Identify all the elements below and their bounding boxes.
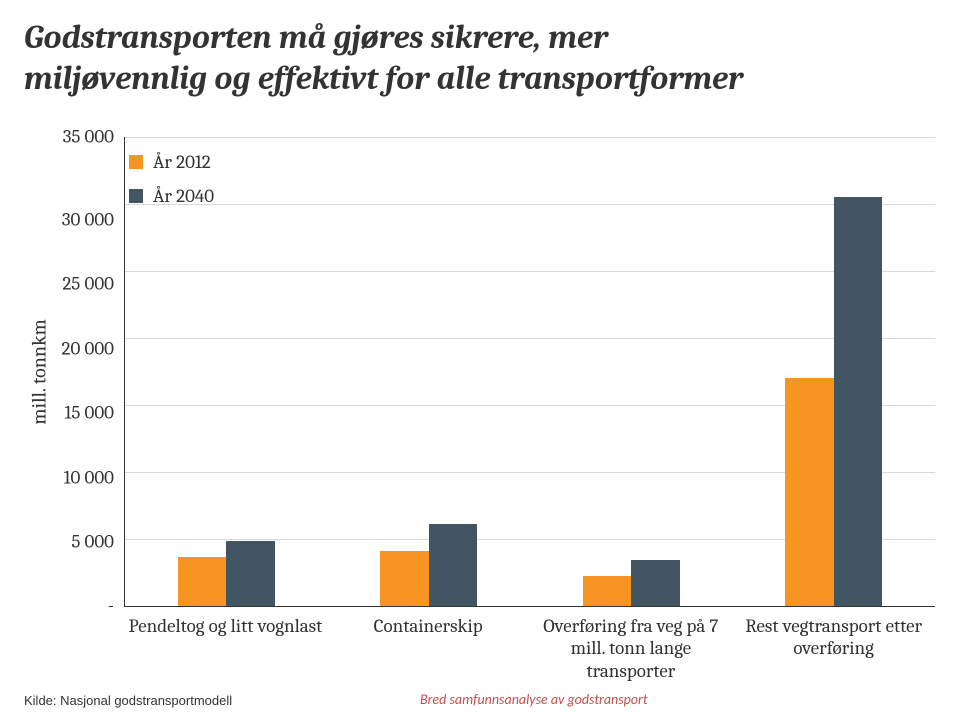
bar: [226, 541, 275, 605]
footer-subtitle: Bred samfunnsanalyse av godstransport: [420, 691, 648, 708]
x-axis-ticks: Pendeltog og litt vognlastContainerskipO…: [124, 615, 935, 683]
y-tick: 35 000: [63, 127, 114, 146]
title-line-1: Godstransporten må gjøres sikrere, mer: [24, 19, 608, 57]
y-tick: -: [108, 597, 114, 616]
x-tick: Overføring fra veg på 7 mill. tonn lange…: [530, 615, 733, 683]
bar: [429, 524, 478, 606]
y-tick: 20 000: [62, 339, 114, 358]
x-tick: Rest vegtransport etter overføring: [732, 615, 935, 683]
y-tick: 25 000: [62, 275, 114, 294]
y-axis-label-wrap: mill. tonnkm: [24, 137, 54, 607]
y-tick: 5 000: [71, 533, 114, 552]
chart: mill. tonnkm 35 00030 00025 00020 00015 …: [24, 137, 935, 607]
y-tick: 30 000: [62, 210, 114, 229]
y-axis-label: mill. tonnkm: [28, 319, 51, 424]
x-tick: Containerskip: [327, 615, 530, 683]
legend-label: År 2012: [153, 151, 211, 173]
footer-source: Kilde: Nasjonal godstransportmodell: [24, 693, 232, 708]
y-tick: 15 000: [64, 404, 114, 423]
legend-swatch: [129, 155, 143, 169]
bar: [583, 576, 632, 605]
bar: [631, 560, 680, 606]
y-tick: 10 000: [64, 468, 114, 487]
legend-swatch: [129, 189, 143, 203]
bar: [785, 378, 834, 606]
bar: [380, 551, 429, 606]
legend-item: År 2012: [129, 151, 214, 173]
legend-item: År 2040: [129, 185, 214, 207]
plot-area: År 2012 År 2040: [124, 137, 935, 607]
x-tick: Pendeltog og litt vognlast: [124, 615, 327, 683]
page-title: Godstransporten må gjøres sikrere, mer m…: [24, 18, 935, 101]
legend: År 2012 År 2040: [129, 151, 214, 219]
bars: [125, 137, 935, 606]
slide: Godstransporten må gjøres sikrere, mer m…: [0, 0, 959, 722]
y-axis-ticks: 35 00030 00025 00020 00015 00010 0005 00…: [54, 137, 124, 607]
title-line-2: miljøvennlig og effektivt for alle trans…: [24, 60, 743, 98]
legend-label: År 2040: [153, 185, 214, 207]
bar: [834, 197, 883, 606]
bar: [178, 557, 227, 605]
